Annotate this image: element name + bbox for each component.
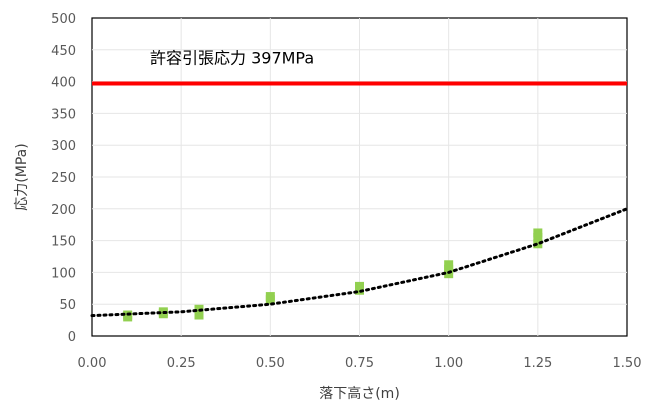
y-tick-label: 150 <box>51 235 76 250</box>
data-point <box>533 239 543 249</box>
y-tick-label: 200 <box>51 203 76 218</box>
data-point <box>533 228 543 238</box>
y-tick-label: 500 <box>51 12 76 27</box>
y-tick-label: 0 <box>68 330 76 345</box>
x-tick-label: 0.00 <box>78 356 107 371</box>
x-tick-label: 1.00 <box>434 356 463 371</box>
y-axis-title: 応力(MPa) <box>14 143 30 210</box>
data-point <box>194 310 204 320</box>
y-tick-label: 100 <box>51 266 76 281</box>
trendline <box>90 207 629 318</box>
y-tick-label: 450 <box>51 44 76 59</box>
x-tick-label: 1.50 <box>613 356 642 371</box>
y-tick-label: 300 <box>51 139 76 154</box>
x-tick-label: 1.25 <box>523 356 552 371</box>
y-axis-ticks: 0 50 100 150 200 250 300 350 400 450 500 <box>51 12 76 345</box>
x-tick-label: 0.75 <box>345 356 374 371</box>
allowable-stress-label: 許容引張応力 397MPa <box>150 49 314 68</box>
y-tick-label: 400 <box>51 76 76 91</box>
x-tick-label: 0.50 <box>256 356 285 371</box>
y-tick-label: 250 <box>51 171 76 186</box>
data-point <box>265 292 275 302</box>
data-point <box>444 260 454 270</box>
x-axis-title: 落下高さ(m) <box>319 385 400 402</box>
y-tick-label: 50 <box>59 298 76 313</box>
x-axis-ticks: 0.00 0.25 0.50 0.75 1.00 1.25 1.50 <box>78 356 642 371</box>
grid-lines <box>92 18 627 336</box>
data-point <box>355 281 364 291</box>
x-tick-label: 0.25 <box>167 356 196 371</box>
y-tick-label: 350 <box>51 107 76 122</box>
